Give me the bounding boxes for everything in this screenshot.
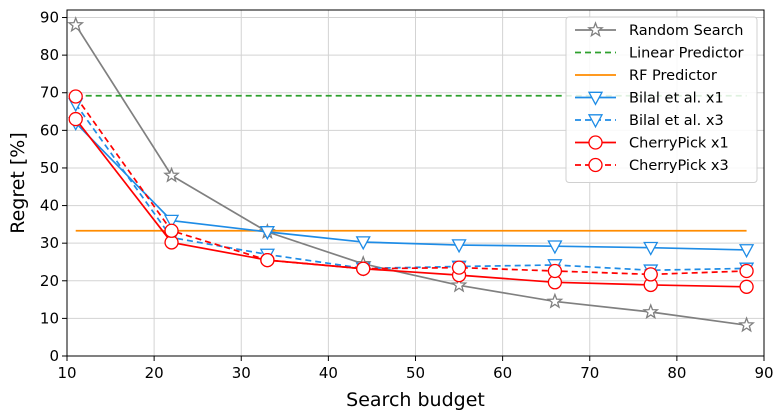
legend-box [565,16,758,183]
legend: Random Search Linear Predictor RF Predicto… [565,16,758,183]
legend-item: Linear Predictor [575,46,743,62]
x-tick-label: 60 [493,364,512,382]
legend-label: RF Predictor [629,68,717,84]
y-tick-label: 40 [40,197,59,215]
random-search-point [738,316,755,333]
x-tick-label: 70 [580,364,599,382]
legend-marker [587,21,604,38]
legend-label: CherryPick x1 [629,136,729,152]
bilal-et-al-x3-line [75,103,747,272]
cherrypick-x3-point [68,89,83,104]
series-cherrypick-x3 [68,89,754,282]
x-tick-label: 80 [667,364,686,382]
legend-item: Random Search [575,21,743,39]
cherrypick-x1-point [68,111,83,127]
cherrypick-x1-line [75,118,747,288]
x-tick-label: 50 [406,364,425,382]
random-search-point [450,276,468,293]
cherrypick-x3-point [547,263,563,279]
legend-marker [587,114,604,129]
cherrypick-x1-point [739,279,754,294]
legend-item: Bilal et al. x3 [575,113,724,129]
legend-item: CherryPick x3 [575,157,729,174]
bilal-et-al-x1-point [163,214,180,229]
bilal-et-al-x1-point [643,241,659,256]
cherrypick-x3-point [164,223,179,238]
cherrypick-x3-point [739,263,754,279]
bilal-et-al-x1-point [547,240,563,255]
x-tick-label: 20 [145,364,164,382]
y-tick-label: 60 [40,121,59,139]
random-search-point [67,16,85,33]
bilal-et-al-x1-point [355,236,371,251]
legend-label: CherryPick x3 [629,158,729,174]
x-tick-label: 40 [319,364,338,382]
legend-label: Random Search [629,23,743,39]
random-search-point [546,292,564,309]
y-tick-label: 50 [40,159,59,177]
y-axis-title: Regret [%] [7,132,29,234]
y-tick-label: 30 [40,234,59,252]
bilal-et-al-x1-point [259,226,275,241]
legend-label: Bilal et al. x3 [629,113,724,129]
y-tick-label: 0 [49,347,59,365]
bilal-et-al-x1-point [451,239,467,254]
random-search-line [74,24,747,327]
legend-label: Bilal et al. x1 [629,91,724,107]
x-axis-title: Search budget [346,389,485,411]
plot-series [67,16,755,333]
y-tick-label: 90 [40,9,59,27]
x-tick-label: 30 [232,364,251,382]
cherrypick-x3-line [75,96,747,276]
cherrypick-x3-point [451,260,467,275]
y-tick-label: 20 [40,272,59,290]
y-tick-label: 70 [40,84,59,102]
cherrypick-x3-point [356,261,371,276]
bilal-et-al-x1-point [738,244,755,259]
random-search-point [642,303,660,320]
y-tick-label: 80 [40,46,59,64]
x-tick-label: 90 [754,364,773,382]
legend-item: Bilal et al. x1 [575,91,724,107]
y-tick-label: 10 [40,309,59,327]
random-search-point [163,166,180,183]
legend-label: Linear Predictor [629,46,743,62]
cherrypick-x3-point [260,252,275,268]
legend-item: CherryPick x1 [575,135,729,152]
bilal-et-al-x1-line [75,122,747,251]
cherrypick-x3-point [643,267,658,282]
legend-item: RF Predictor [575,68,717,84]
x-tick-label: 10 [57,364,76,382]
legend-marker [588,135,603,150]
legend-marker [587,91,604,106]
legend-marker [588,157,603,173]
